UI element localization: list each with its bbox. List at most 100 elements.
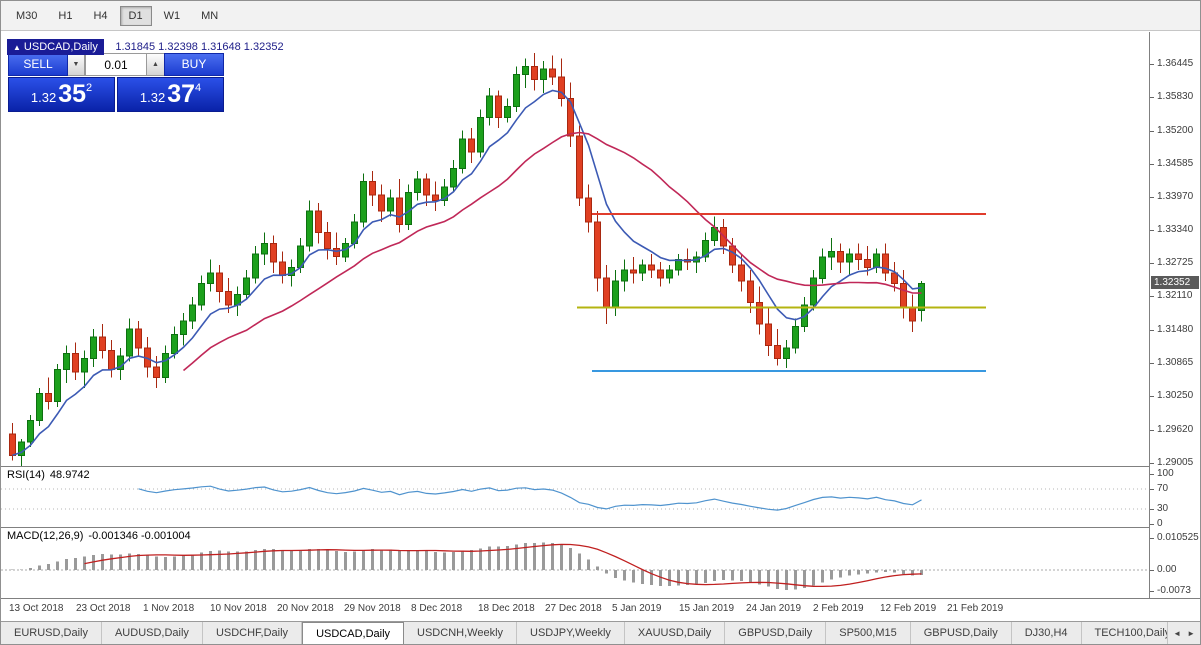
axis-tick (1150, 197, 1154, 198)
axis-tick (1150, 538, 1154, 539)
date-axis-label: 24 Jan 2019 (746, 603, 802, 614)
macd-values: -0.001346 -0.001004 (88, 530, 191, 542)
timeframe-button-m30[interactable]: M30 (16, 9, 38, 22)
date-axis-label: 15 Jan 2019 (679, 603, 735, 614)
rsi-line (138, 485, 922, 511)
axis-tick (1150, 131, 1154, 132)
trade-widget-row2: 1.32 35 2 1.32 37 4 (8, 77, 224, 112)
axis-tick (1150, 64, 1154, 65)
macd-axis-label: 0.010525 (1157, 532, 1199, 543)
timeframe-button-w1[interactable]: W1 (163, 9, 181, 22)
symbol-tab-eurusd-daily[interactable]: EURUSD,Daily (1, 622, 102, 644)
timeframe-button-h4[interactable]: H4 (93, 9, 108, 22)
trade-widget-row1: SELL ▼ ▲ BUY (8, 53, 224, 76)
date-axis-label: 20 Nov 2018 (277, 603, 334, 614)
symbol-tab-usdcnh-weekly[interactable]: USDCNH,Weekly (404, 622, 518, 644)
date-axis-label: 10 Nov 2018 (210, 603, 267, 614)
date-axis[interactable]: 13 Oct 2018 23 Oct 2018 1 Nov 2018 10 Nov 2… (1, 598, 1200, 621)
volume-input[interactable] (85, 53, 147, 76)
macd-chart-canvas[interactable] (1, 528, 1149, 598)
buy-button[interactable]: BUY (164, 53, 224, 76)
candles (9, 52, 925, 466)
axis-tick (1150, 296, 1154, 297)
timeframe-button-h1[interactable]: H1 (58, 9, 73, 22)
sell-button[interactable]: SELL (8, 53, 68, 76)
date-axis-label: 5 Jan 2019 (612, 603, 662, 614)
price-scale-column[interactable]: 1.36445 1.35830 1.35200 1.34585 1.33970 1.333… (1149, 32, 1200, 598)
date-axis-label: 29 Nov 2018 (344, 603, 401, 614)
symbol-tab-xauusd-daily[interactable]: XAUUSD,Daily (625, 622, 726, 644)
price-axis-label: 1.33970 (1157, 191, 1194, 202)
price-axis-label: 1.31480 (1157, 324, 1194, 335)
macd-histogram (11, 542, 923, 590)
symbol-tab-dj30-h4[interactable]: DJ30,H4 (1012, 622, 1082, 644)
panel-separator[interactable] (1, 527, 1200, 528)
tab-scroll-right-icon[interactable]: ► (1187, 628, 1195, 638)
date-axis-label: 27 Dec 2018 (545, 603, 602, 614)
price-axis-label: 1.32110 (1157, 290, 1193, 301)
price-axis-label: 1.33340 (1157, 224, 1194, 235)
date-axis-label: 23 Oct 2018 (76, 603, 131, 614)
panel-separator[interactable] (1, 466, 1200, 467)
axis-tick (1150, 524, 1154, 525)
symbol-tab-usdjpy-weekly[interactable]: USDJPY,Weekly (517, 622, 625, 644)
tab-scroll-arrows: ◄ ► (1167, 622, 1200, 644)
ask-pip-digit: 4 (195, 82, 202, 94)
sell-price-button[interactable]: 1.32 35 2 (8, 77, 115, 112)
price-axis-label: 1.30865 (1157, 357, 1194, 368)
axis-tick (1150, 330, 1154, 331)
ma-fast-line (12, 89, 922, 457)
timeframe-button-mn[interactable]: MN (201, 9, 219, 22)
symbol-tab-usdchf-daily[interactable]: USDCHF,Daily (203, 622, 303, 644)
timeframe-button-d1[interactable]: D1 (119, 5, 152, 26)
bid-pip-digit: 2 (86, 82, 93, 94)
price-axis-label: 1.34585 (1157, 158, 1194, 169)
ask-prefix: 1.32 (139, 90, 166, 105)
price-chart-canvas[interactable] (1, 32, 1149, 466)
rsi-axis-label: 30 (1157, 503, 1169, 514)
buy-price-button[interactable]: 1.32 37 4 (117, 77, 224, 112)
symbol-tab-sp500-m15[interactable]: SP500,M15 (826, 622, 911, 644)
symbol-tab-audusd-daily[interactable]: AUDUSD,Daily (102, 622, 203, 644)
chart-region: ▲ USDCAD,Daily 1.31845 1.32398 1.31648 1.… (1, 32, 1200, 598)
collapse-trade-panel-icon[interactable]: ▲ (13, 43, 21, 52)
axis-tick (1150, 396, 1154, 397)
axis-tick (1150, 463, 1154, 464)
timeframe-toolbar: M30 H1 H4 D1 W1 MN (1, 1, 1200, 31)
symbol-period-label: USDCAD,Daily (23, 41, 98, 53)
chart-tabs-bar: EURUSD,Daily AUDUSD,Daily USDCHF,Daily USDC… (1, 621, 1200, 644)
rsi-chart-canvas[interactable] (1, 467, 1149, 527)
date-axis-label: 18 Dec 2018 (478, 603, 535, 614)
chart-tabs: EURUSD,Daily AUDUSD,Daily USDCHF,Daily USDC… (1, 622, 1185, 644)
chart-header-overlay: ▲ USDCAD,Daily 1.31845 1.32398 1.31648 1.… (7, 37, 284, 55)
symbol-tab-gbpusd-daily[interactable]: GBPUSD,Daily (911, 622, 1012, 644)
axis-tick (1150, 164, 1154, 165)
price-axis-label: 1.29005 (1157, 457, 1194, 468)
symbol-tab-gbpusd-daily[interactable]: GBPUSD,Daily (725, 622, 827, 644)
axis-tick (1150, 430, 1154, 431)
date-axis-label: 13 Oct 2018 (9, 603, 64, 614)
date-axis-label: 1 Nov 2018 (143, 603, 195, 614)
rsi-value: 48.9742 (49, 469, 90, 481)
axis-tick (1150, 97, 1154, 98)
price-axis-label: 1.30250 (1157, 390, 1194, 401)
axis-tick (1150, 509, 1154, 510)
axis-tick (1150, 363, 1154, 364)
rsi-name: RSI(14) (7, 469, 45, 481)
rsi-axis-label: 70 (1157, 483, 1169, 494)
axis-tick (1150, 591, 1154, 592)
rsi-axis-label: 100 (1157, 468, 1174, 479)
axis-tick (1150, 570, 1154, 571)
date-axis-label: 21 Feb 2019 (947, 603, 1004, 614)
date-axis-label: 8 Dec 2018 (411, 603, 463, 614)
volume-down-button[interactable]: ▼ (68, 53, 85, 76)
one-click-panel-header[interactable]: ▲ USDCAD,Daily (7, 39, 104, 55)
tab-scroll-left-icon[interactable]: ◄ (1173, 628, 1182, 638)
axis-tick (1150, 230, 1154, 231)
volume-up-button[interactable]: ▲ (147, 53, 164, 76)
symbol-tab-usdcad-daily[interactable]: USDCAD,Daily (302, 622, 405, 644)
macd-axis-label: 0.00 (1157, 564, 1177, 575)
macd-name: MACD(12,26,9) (7, 530, 84, 542)
ma-slow-line (182, 131, 922, 372)
